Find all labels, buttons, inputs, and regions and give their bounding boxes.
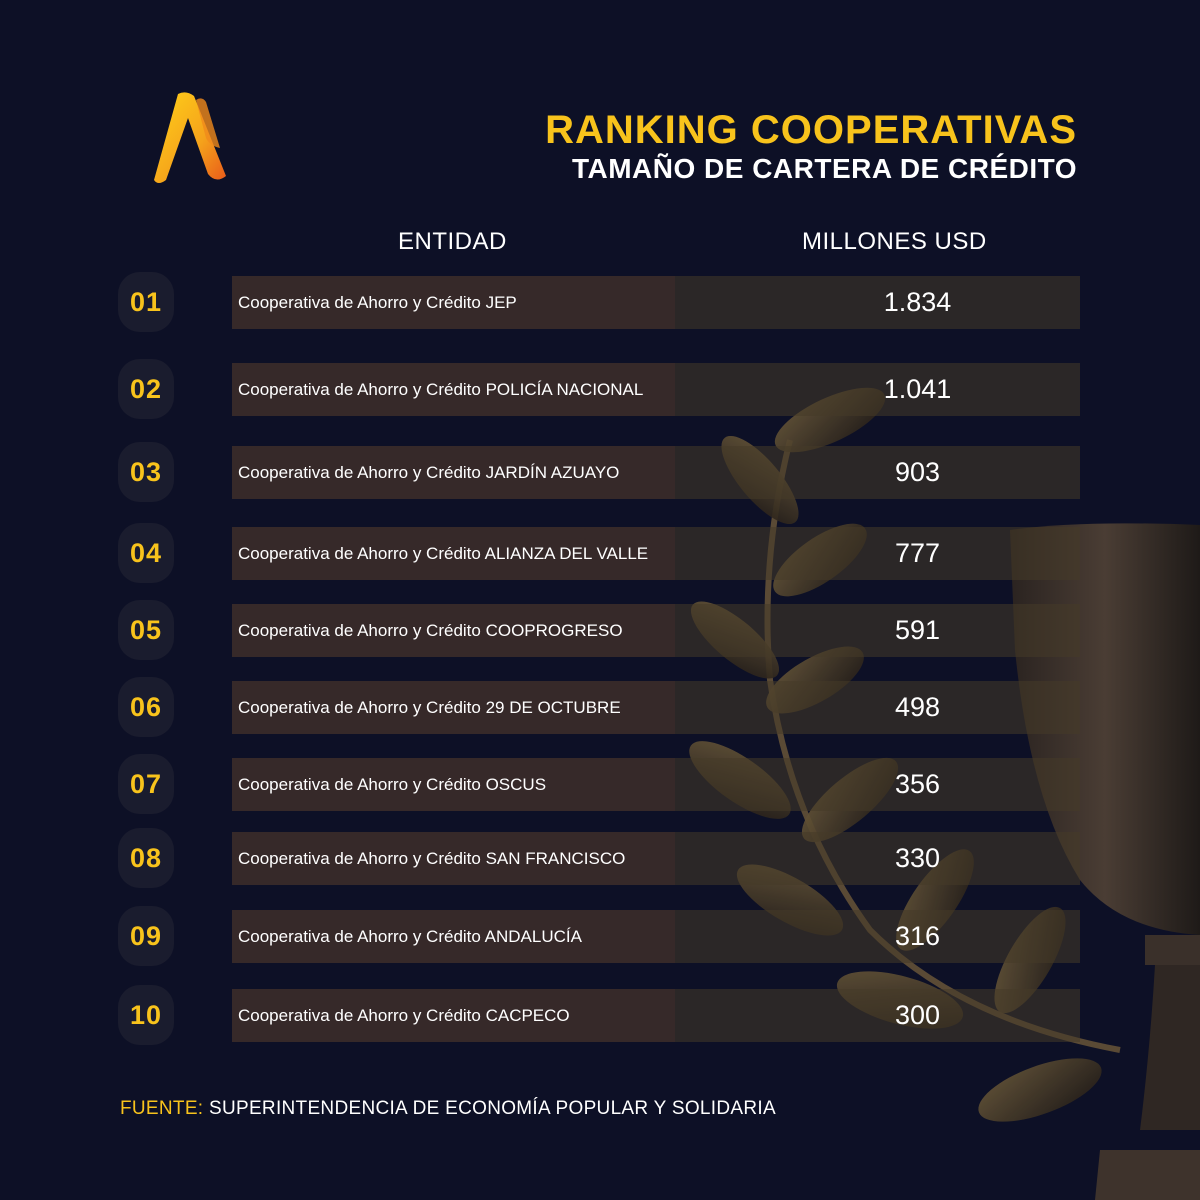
entity-cell: Cooperativa de Ahorro y Crédito ALIANZA … — [232, 527, 675, 580]
value-cell: 1.834 — [675, 276, 1080, 329]
rank-number: 10 — [129, 1000, 163, 1030]
value-cell: 330 — [675, 832, 1080, 885]
rank-number: 05 — [129, 615, 163, 645]
table-row: 01 Cooperativa de Ahorro y Crédito JEP 1.8… — [0, 272, 1200, 332]
value-label: 300 — [894, 1000, 941, 1030]
column-header-value: MILLONES USD — [802, 228, 987, 255]
entity-name: Cooperativa de Ahorro y Crédito JARDÍN A… — [238, 463, 620, 482]
value-cell: 903 — [675, 446, 1080, 499]
table-row: 09 Cooperativa de Ahorro y Crédito ANDALU… — [0, 906, 1200, 966]
entity-cell: Cooperativa de Ahorro y Crédito COOPROGR… — [232, 604, 675, 657]
value-cell: 777 — [675, 527, 1080, 580]
rank-number: 01 — [129, 287, 163, 317]
rank-badge: 10 — [118, 985, 174, 1045]
value-cell: 356 — [675, 758, 1080, 811]
rank-number: 04 — [129, 538, 163, 568]
table-row: 05 Cooperativa de Ahorro y Crédito COOPRO… — [0, 600, 1200, 660]
value-label: 498 — [894, 692, 941, 722]
entity-cell: Cooperativa de Ahorro y Crédito SAN FRAN… — [232, 832, 675, 885]
rank-number: 06 — [129, 692, 163, 722]
value-cell: 498 — [675, 681, 1080, 734]
rank-badge: 09 — [118, 906, 174, 966]
entity-cell: Cooperativa de Ahorro y Crédito POLICÍA … — [232, 363, 675, 416]
table-row: 03 Cooperativa de Ahorro y Crédito JARDÍN… — [0, 442, 1200, 502]
entity-cell: Cooperativa de Ahorro y Crédito JEP — [232, 276, 675, 329]
rank-number: 02 — [129, 374, 163, 404]
entity-name: Cooperativa de Ahorro y Crédito CACPECO — [238, 1006, 570, 1025]
value-label: 1.834 — [883, 287, 952, 317]
entity-name: Cooperativa de Ahorro y Crédito OSCUS — [238, 775, 547, 794]
rank-badge: 07 — [118, 754, 174, 814]
source-label: FUENTE: — [120, 1098, 204, 1119]
rank-badge: 04 — [118, 523, 174, 583]
entity-name: Cooperativa de Ahorro y Crédito JEP — [238, 293, 517, 312]
rank-badge: 01 — [118, 272, 174, 332]
entity-name: Cooperativa de Ahorro y Crédito COOPROGR… — [238, 621, 623, 640]
rank-badge: 06 — [118, 677, 174, 737]
table-row: 06 Cooperativa de Ahorro y Crédito 29 DE … — [0, 677, 1200, 737]
rank-badge: 08 — [118, 828, 174, 888]
rank-badge: 05 — [118, 600, 174, 660]
value-label: 1.041 — [883, 374, 952, 404]
page-subtitle: TAMAÑO DE CARTERA DE CRÉDITO — [571, 153, 1077, 184]
rank-number: 07 — [129, 769, 163, 799]
value-label: 903 — [894, 457, 941, 487]
rank-number: 08 — [129, 843, 163, 873]
entity-name: Cooperativa de Ahorro y Crédito ANDALUCÍ… — [238, 927, 582, 946]
entity-cell: Cooperativa de Ahorro y Crédito CACPECO — [232, 989, 675, 1042]
table-row: 07 Cooperativa de Ahorro y Crédito OSCUS 3… — [0, 754, 1200, 814]
table-row: 04 Cooperativa de Ahorro y Crédito ALIANZ… — [0, 523, 1200, 583]
page-title: RANKING COOPERATIVAS — [545, 108, 1077, 152]
rank-badge: 02 — [118, 359, 174, 419]
brand-logo-icon — [154, 92, 226, 183]
entity-cell: Cooperativa de Ahorro y Crédito OSCUS — [232, 758, 675, 811]
rank-badge: 03 — [118, 442, 174, 502]
entity-name: Cooperativa de Ahorro y Crédito POLICÍA … — [238, 380, 644, 399]
value-cell: 1.041 — [675, 363, 1080, 416]
column-header-entity: ENTIDAD — [398, 228, 507, 255]
entity-name: Cooperativa de Ahorro y Crédito ALIANZA … — [238, 544, 649, 563]
entity-cell: Cooperativa de Ahorro y Crédito JARDÍN A… — [232, 446, 675, 499]
value-cell: 300 — [675, 989, 1080, 1042]
entity-name: Cooperativa de Ahorro y Crédito 29 DE OC… — [238, 698, 621, 717]
value-cell: 591 — [675, 604, 1080, 657]
table-row: 08 Cooperativa de Ahorro y Crédito SAN FR… — [0, 828, 1200, 888]
source-text: SUPERINTENDENCIA DE ECONOMÍA POPULAR Y S… — [208, 1098, 776, 1119]
table-row: 02 Cooperativa de Ahorro y Crédito POLICÍ… — [0, 359, 1200, 419]
value-label: 330 — [894, 843, 941, 873]
source-footer: FUENTE: SUPERINTENDENCIA DE ECONOMÍA POP… — [120, 1098, 776, 1120]
value-label: 356 — [894, 769, 941, 799]
value-label: 591 — [894, 615, 941, 645]
entity-name: Cooperativa de Ahorro y Crédito SAN FRAN… — [238, 849, 626, 868]
table-row: 10 Cooperativa de Ahorro y Crédito CACPEC… — [0, 985, 1200, 1045]
value-label: 316 — [894, 921, 941, 951]
value-label: 777 — [894, 538, 941, 568]
title-block: RANKING COOPERATIVAS TAMAÑO DE CARTERA D… — [545, 108, 1077, 186]
value-cell: 316 — [675, 910, 1080, 963]
entity-cell: Cooperativa de Ahorro y Crédito ANDALUCÍ… — [232, 910, 675, 963]
rank-number: 09 — [129, 921, 163, 951]
entity-cell: Cooperativa de Ahorro y Crédito 29 DE OC… — [232, 681, 675, 734]
rank-number: 03 — [129, 457, 163, 487]
